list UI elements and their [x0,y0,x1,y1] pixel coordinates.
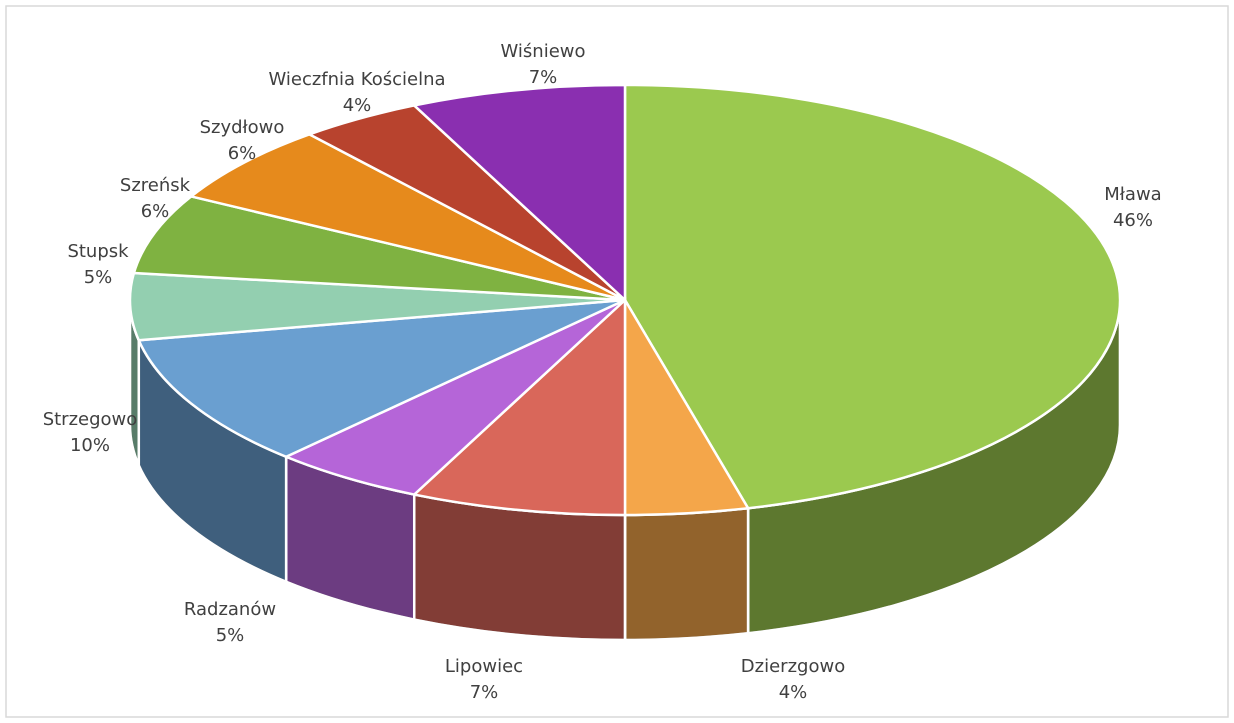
slice [128,271,626,342]
slice-label-value: 6% [141,201,170,222]
slice [283,298,626,496]
chart-frame [5,5,1229,718]
slice [411,297,627,517]
slice-label-name: Szydłowo [200,117,285,138]
slice-label-name: Dzierzgowo [741,656,845,677]
slice-label-value: 10% [70,435,110,456]
slice [136,298,626,459]
slice-label-value: 5% [84,267,113,288]
slice-label-name: Wieczfnia Kościelna [268,69,445,90]
slice-label-value: 46% [1113,210,1153,231]
slice-label-value: 4% [779,682,808,703]
slice-label-value: 7% [529,67,558,88]
slice-label-value: 5% [216,625,245,646]
slice [132,195,626,302]
slice-side-shade [623,506,750,642]
slice-label-value: 4% [343,95,372,116]
slice-label-name: Szreńsk [120,175,191,196]
slice [188,132,626,302]
slice-label-value: 6% [228,143,257,164]
slice-label-name: Strzegowo [43,409,138,430]
slice-label-name: Radzanów [184,599,276,620]
slice-label-name: Stupsk [67,241,129,262]
slice-label-name: Wiśniewo [501,41,586,62]
slice [623,83,1122,510]
slice-side-shade [412,493,627,642]
slice-label-name: Mława [1104,184,1161,205]
slice-label-name: Lipowiec [445,656,523,677]
slice-label-value: 7% [470,682,499,703]
slice [411,83,627,303]
